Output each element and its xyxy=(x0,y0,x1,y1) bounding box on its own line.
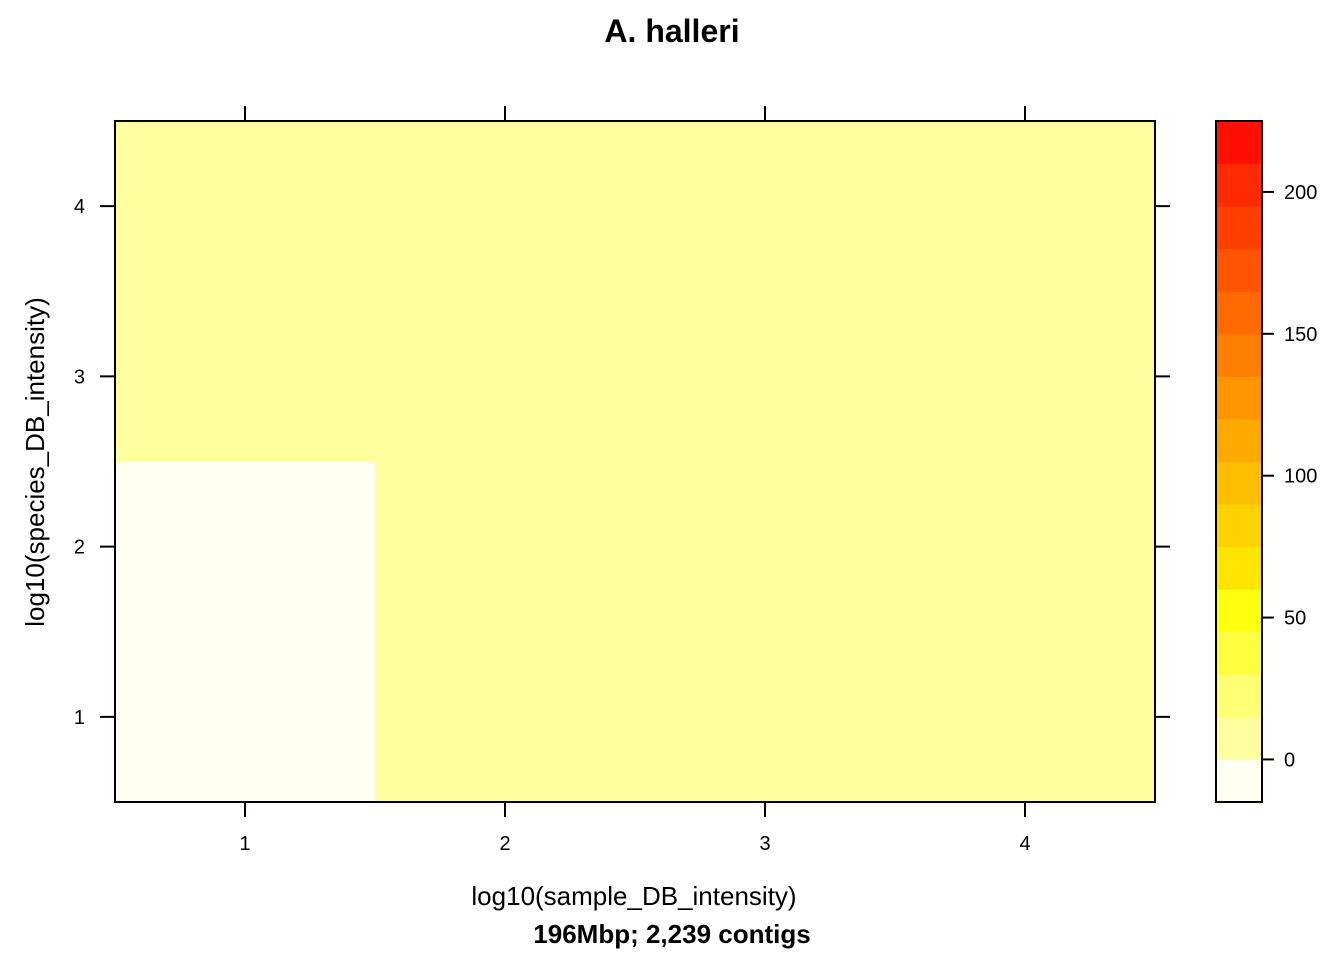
heatmap-cell xyxy=(375,461,636,633)
colorbar-axis: 0 50 100 150 200 xyxy=(1262,182,1317,771)
heatmap-cell xyxy=(895,291,1156,462)
chart-title: A. halleri xyxy=(604,13,739,49)
heatmap-cell xyxy=(895,631,1156,803)
y-axis: 1 2 3 4 xyxy=(74,196,1170,729)
heatmap-cell xyxy=(115,631,376,803)
heatmap-cell xyxy=(115,461,376,633)
colorbar-swatch xyxy=(1216,121,1262,165)
colorbar-swatch xyxy=(1216,333,1262,377)
x-tick-label: 1 xyxy=(239,833,250,855)
heatmap-cell xyxy=(635,461,896,633)
y-tick-label: 2 xyxy=(74,537,85,559)
colorbar-swatch xyxy=(1216,291,1262,335)
heatmap-cell xyxy=(115,121,376,292)
colorbar-tick-label: 200 xyxy=(1284,182,1317,204)
colorbar-swatch xyxy=(1216,759,1262,803)
colorbar-swatch xyxy=(1216,376,1262,420)
y-axis-label: log10(species_DB_intensity) xyxy=(20,297,50,627)
y-tick-label: 1 xyxy=(74,707,85,729)
colorbar-swatch xyxy=(1216,546,1262,590)
heatmap-cell xyxy=(635,631,896,803)
colorbar-swatch xyxy=(1216,674,1262,718)
colorbar xyxy=(1216,121,1262,803)
colorbar-swatch xyxy=(1216,206,1262,250)
colorbar-tick-label: 50 xyxy=(1284,608,1306,630)
heatmap-cell xyxy=(895,121,1156,292)
x-tick-label: 2 xyxy=(499,833,510,855)
x-axis: 1 2 3 4 xyxy=(239,106,1031,855)
chart-subtitle: 196Mbp; 2,239 contigs xyxy=(533,919,810,949)
heatmap-cell xyxy=(375,291,636,462)
x-tick-label: 3 xyxy=(759,833,770,855)
colorbar-swatch xyxy=(1216,716,1262,760)
colorbar-swatch xyxy=(1216,248,1262,292)
heatmap-cells xyxy=(115,121,1156,803)
colorbar-tick-label: 100 xyxy=(1284,466,1317,488)
heatmap-cell xyxy=(635,291,896,462)
x-tick-label: 4 xyxy=(1019,833,1030,855)
colorbar-tick-label: 150 xyxy=(1284,324,1317,346)
colorbar-frame xyxy=(1215,120,1263,803)
plot-frame xyxy=(114,120,1156,803)
heatmap-cell xyxy=(895,461,1156,633)
heatmap-cell xyxy=(375,631,636,803)
y-tick-label: 4 xyxy=(74,196,85,218)
colorbar-swatch xyxy=(1216,504,1262,548)
heatmap-cell xyxy=(115,291,376,462)
colorbar-swatch xyxy=(1216,418,1262,462)
colorbar-tick-label: 0 xyxy=(1284,749,1295,771)
heatmap-cell xyxy=(635,121,896,292)
colorbar-swatch xyxy=(1216,589,1262,633)
colorbar-swatch xyxy=(1216,631,1262,675)
y-tick-label: 3 xyxy=(74,366,85,388)
heatmap-cell xyxy=(375,121,636,292)
x-axis-label: log10(sample_DB_intensity) xyxy=(471,881,796,911)
colorbar-swatch xyxy=(1216,461,1262,505)
colorbar-swatch xyxy=(1216,163,1262,207)
